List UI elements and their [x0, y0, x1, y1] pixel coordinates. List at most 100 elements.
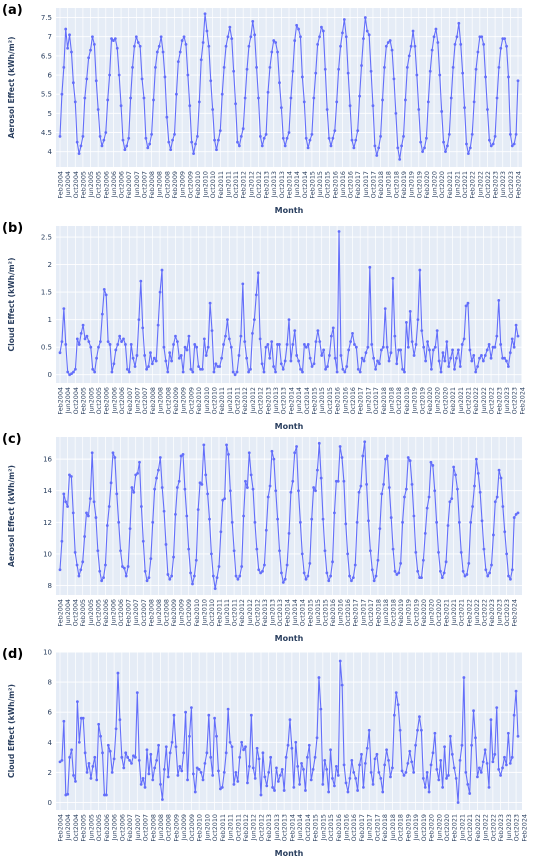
x-tick-label: Jun2016 [339, 171, 347, 198]
data-point [174, 334, 177, 338]
x-tick-label: Feb2007 [126, 814, 134, 842]
x-tick-label: Jun2020 [431, 171, 439, 198]
data-point [194, 142, 197, 146]
data-point [100, 579, 104, 583]
x-tick-label: Jun2004 [64, 171, 72, 198]
data-point [427, 495, 431, 499]
data-point [215, 148, 218, 152]
x-tick-label: Oct2009 [185, 599, 193, 626]
data-point [86, 514, 90, 518]
data-point [512, 516, 516, 519]
data-point [495, 495, 499, 499]
data-point [460, 743, 464, 747]
data-point [222, 343, 225, 346]
data-point [289, 359, 293, 363]
data-point [119, 549, 122, 553]
data-point [345, 365, 349, 368]
data-point [115, 492, 119, 496]
x-tick-label: Jun2015 [314, 599, 322, 626]
data-point [204, 354, 208, 357]
data-point [165, 115, 169, 119]
x-tick-label: Feb2016 [335, 814, 343, 842]
data-point [476, 775, 479, 779]
data-point [448, 734, 452, 738]
data-point [337, 230, 341, 233]
data-point [260, 362, 264, 366]
data-point [187, 547, 191, 551]
x-tick-label: Jun2018 [389, 814, 397, 841]
data-point [172, 713, 176, 717]
data-point [85, 334, 89, 338]
data-point [112, 757, 116, 761]
y-tick-label: 0 [48, 799, 52, 807]
data-point [133, 44, 136, 48]
data-point [455, 356, 458, 360]
data-point [216, 365, 220, 368]
data-point [376, 558, 380, 562]
data-point [120, 755, 124, 759]
data-point [100, 144, 104, 148]
x-tick-label: Jun2011 [223, 599, 231, 626]
data-point [418, 715, 421, 719]
data-point [302, 571, 306, 575]
data-point [60, 340, 64, 344]
data-point [199, 770, 203, 774]
x-tick-label: Jun2014 [295, 387, 303, 414]
x-tick-label: Feb2017 [354, 171, 362, 199]
data-point [465, 573, 469, 576]
data-point [125, 144, 129, 148]
data-point [102, 576, 105, 580]
data-point [435, 329, 439, 333]
x-tick-label: Feb2020 [426, 387, 434, 415]
data-point [360, 64, 363, 67]
data-point [79, 144, 83, 148]
x-tick-label: Jun2015 [316, 171, 324, 198]
data-point [217, 769, 220, 773]
data-point [278, 773, 282, 777]
data-point [143, 354, 147, 357]
data-point [121, 138, 125, 142]
x-tick-label: Feb2008 [149, 387, 157, 415]
x-tick-label: Oct2022 [488, 387, 496, 414]
data-point [234, 102, 237, 106]
data-point [487, 343, 491, 346]
data-point [406, 761, 410, 765]
x-tick-label: Jun2021 [453, 171, 461, 198]
data-point [261, 751, 265, 755]
data-point [466, 783, 470, 786]
data-point [201, 367, 204, 371]
data-point [261, 569, 264, 573]
data-point [153, 766, 157, 770]
x-tick-label: Oct2006 [117, 599, 125, 626]
data-point [323, 549, 327, 553]
x-tick-label: Oct2023 [511, 387, 519, 414]
data-point [66, 792, 70, 796]
x-tick-label: Jun2016 [341, 387, 349, 414]
data-point [495, 334, 499, 338]
x-tick-label: Feb2014 [286, 171, 294, 199]
data-point [360, 752, 363, 756]
data-point [163, 75, 167, 79]
data-point [215, 576, 219, 580]
data-point [263, 563, 266, 567]
data-point [75, 337, 79, 341]
data-point [283, 144, 287, 148]
data-point [371, 104, 375, 108]
x-tick-label: Feb2013 [263, 171, 271, 199]
data-point [270, 50, 274, 54]
x-tick-label: Oct2007 [140, 171, 148, 198]
x-tick-label: Feb2010 [193, 599, 201, 627]
x-tick-label: Jun2019 [408, 171, 416, 198]
data-point [182, 751, 186, 755]
data-point [211, 108, 215, 111]
data-point [510, 337, 514, 341]
data-point [419, 728, 423, 732]
data-point [170, 740, 174, 744]
data-point [444, 560, 448, 564]
x-tick-label: Jun2023 [496, 599, 504, 626]
x-tick-label: Feb2012 [242, 814, 250, 842]
data-point [121, 565, 124, 568]
data-point [285, 136, 289, 140]
x-tick-label: Feb2024 [520, 814, 528, 842]
data-point [481, 760, 485, 764]
